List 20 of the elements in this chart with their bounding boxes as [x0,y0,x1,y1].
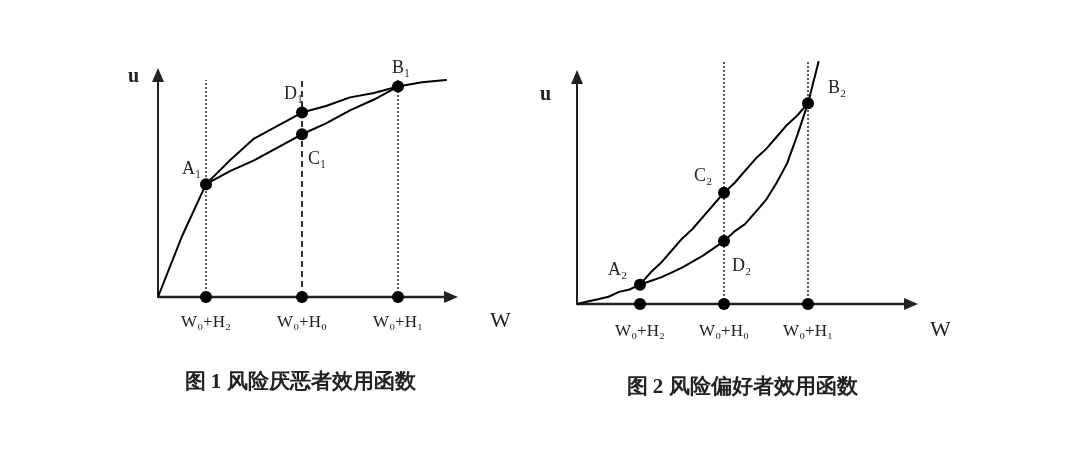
x-tick-label: W₀+H₂ [615,321,665,340]
annotation: A₁ [182,158,202,179]
y-axis-title: u [540,82,552,104]
x-tick-label: W₀+H₁ [783,321,833,340]
x-tick-label: W₀+H₁ [373,312,423,331]
annotation: C₁ [308,148,327,169]
x-tick-label: W₀+H₀ [699,321,749,340]
text: 图 2 风险偏好者效用函数 [626,374,859,398]
annotation: B₂ [828,77,847,98]
x-tick-label: W₀+H₀ [277,312,327,331]
x-axis-title: W [930,316,951,341]
annotation: A₂ [608,258,628,279]
annotation: C₂ [694,164,713,185]
annotation: D₁ [284,82,304,103]
text: 图 1 风险厌恶者效用函数 [184,369,417,393]
y-axis-title: u [128,64,140,86]
x-axis-title: W [490,307,511,332]
annotation: D₂ [732,255,752,276]
x-tick-label: W₀+H₂ [181,312,231,331]
annotation: B₁ [392,56,411,77]
